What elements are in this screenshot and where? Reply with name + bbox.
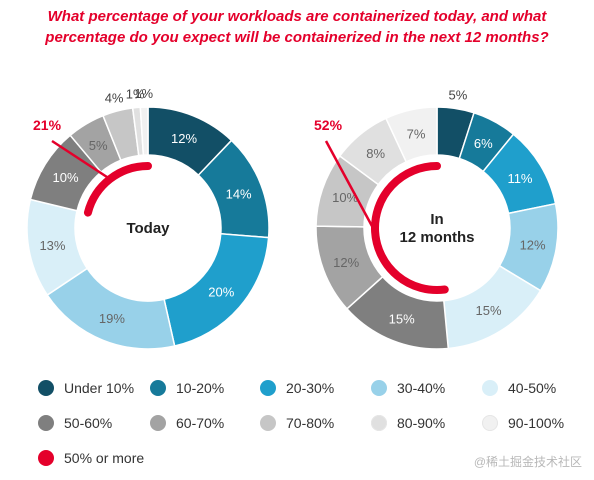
legend-label: 20-30% [286, 380, 335, 396]
legend-item: 50-60% [38, 415, 112, 431]
slice-value-label: 19% [99, 311, 125, 326]
legend-item: 80-90% [371, 415, 445, 431]
donut-charts: 12%14%20%19%13%10%5%4% 1%1%21%Today5%6%11… [26, 86, 559, 350]
legend-swatch [371, 415, 387, 431]
slice-value-label: 10% [53, 170, 79, 185]
donut-chart-1: 12%14%20%19%13%10%5%4% 1%1%21%Today [26, 86, 270, 350]
slice-value-label: 5% [89, 138, 108, 153]
center-label: In [430, 211, 443, 228]
legend-item: 30-40% [371, 380, 445, 396]
legend-item: 60-70% [150, 415, 224, 431]
legend-label: 30-40% [397, 380, 446, 396]
legend-swatch [371, 380, 387, 396]
highlight-leader-line [324, 140, 377, 233]
legend-label: 90-100% [508, 415, 565, 431]
highlight-leader-line [51, 139, 111, 181]
donut-slice [139, 106, 149, 156]
legend-swatch [260, 415, 276, 431]
legend-swatch [260, 380, 276, 396]
slice-value-label: 8% [366, 146, 385, 161]
slice-value-label: 4% [105, 90, 124, 105]
slice-value-label: 12% [171, 131, 197, 146]
legend-label: 50-60% [64, 415, 113, 431]
legend-swatch [482, 415, 498, 431]
legend-label: Under 10% [64, 380, 135, 396]
legend-item: 20-30% [260, 380, 334, 396]
legend-item: 40-50% [482, 380, 556, 396]
legend-swatch [150, 415, 166, 431]
highlight-arc [83, 162, 152, 217]
highlight-value-label: 21% [33, 117, 62, 133]
legend-item: 50% or more [38, 450, 144, 466]
legend-item: 70-80% [260, 415, 334, 431]
donut-slice [384, 106, 438, 163]
center-label: Today [126, 220, 170, 237]
chart-title: What percentage of your workloads are co… [0, 6, 594, 48]
chart-title-line-2: percentage do you expect will be contain… [45, 29, 549, 46]
slice-value-label: 5% [449, 88, 468, 103]
slice-value-label: 12% [520, 238, 546, 253]
legend-swatch [150, 380, 166, 396]
legend-swatch [482, 380, 498, 396]
highlight-arc [371, 162, 449, 294]
slice-value-label: 10% [332, 190, 358, 205]
legend-label: 10-20% [176, 380, 225, 396]
center-label: 12 months [399, 229, 474, 246]
slice-value-label: 6% [474, 136, 493, 151]
legend-swatch [38, 380, 54, 396]
slice-value-label: 20% [208, 285, 234, 300]
legend-item: 10-20% [150, 380, 224, 396]
legend-label: 40-50% [508, 380, 557, 396]
chart-title-line-1: What percentage of your workloads are co… [47, 8, 547, 25]
legend-label: 70-80% [286, 415, 335, 431]
slice-value-label: 1% [134, 86, 153, 101]
legend-label: 50% or more [64, 450, 145, 466]
highlight-value-label: 52% [314, 117, 343, 133]
legend-swatch [38, 415, 54, 431]
slice-value-label: 15% [389, 311, 415, 326]
slice-value-label: 14% [226, 186, 252, 201]
legend-label: 60-70% [176, 415, 225, 431]
legend-item: 90-100% [482, 415, 564, 431]
slice-value-label: 15% [476, 303, 502, 318]
slice-value-label: 13% [39, 238, 65, 253]
slice-value-label: 11% [507, 171, 532, 186]
slice-value-label: 1% [126, 87, 145, 102]
legend-item: Under 10% [38, 380, 134, 396]
legend-swatch [38, 450, 54, 466]
legend-label: 80-90% [397, 415, 446, 431]
slice-value-label: 12% [333, 255, 359, 270]
watermark: @稀土掘金技术社区 [473, 455, 582, 469]
slice-value-label: 7% [407, 126, 426, 141]
